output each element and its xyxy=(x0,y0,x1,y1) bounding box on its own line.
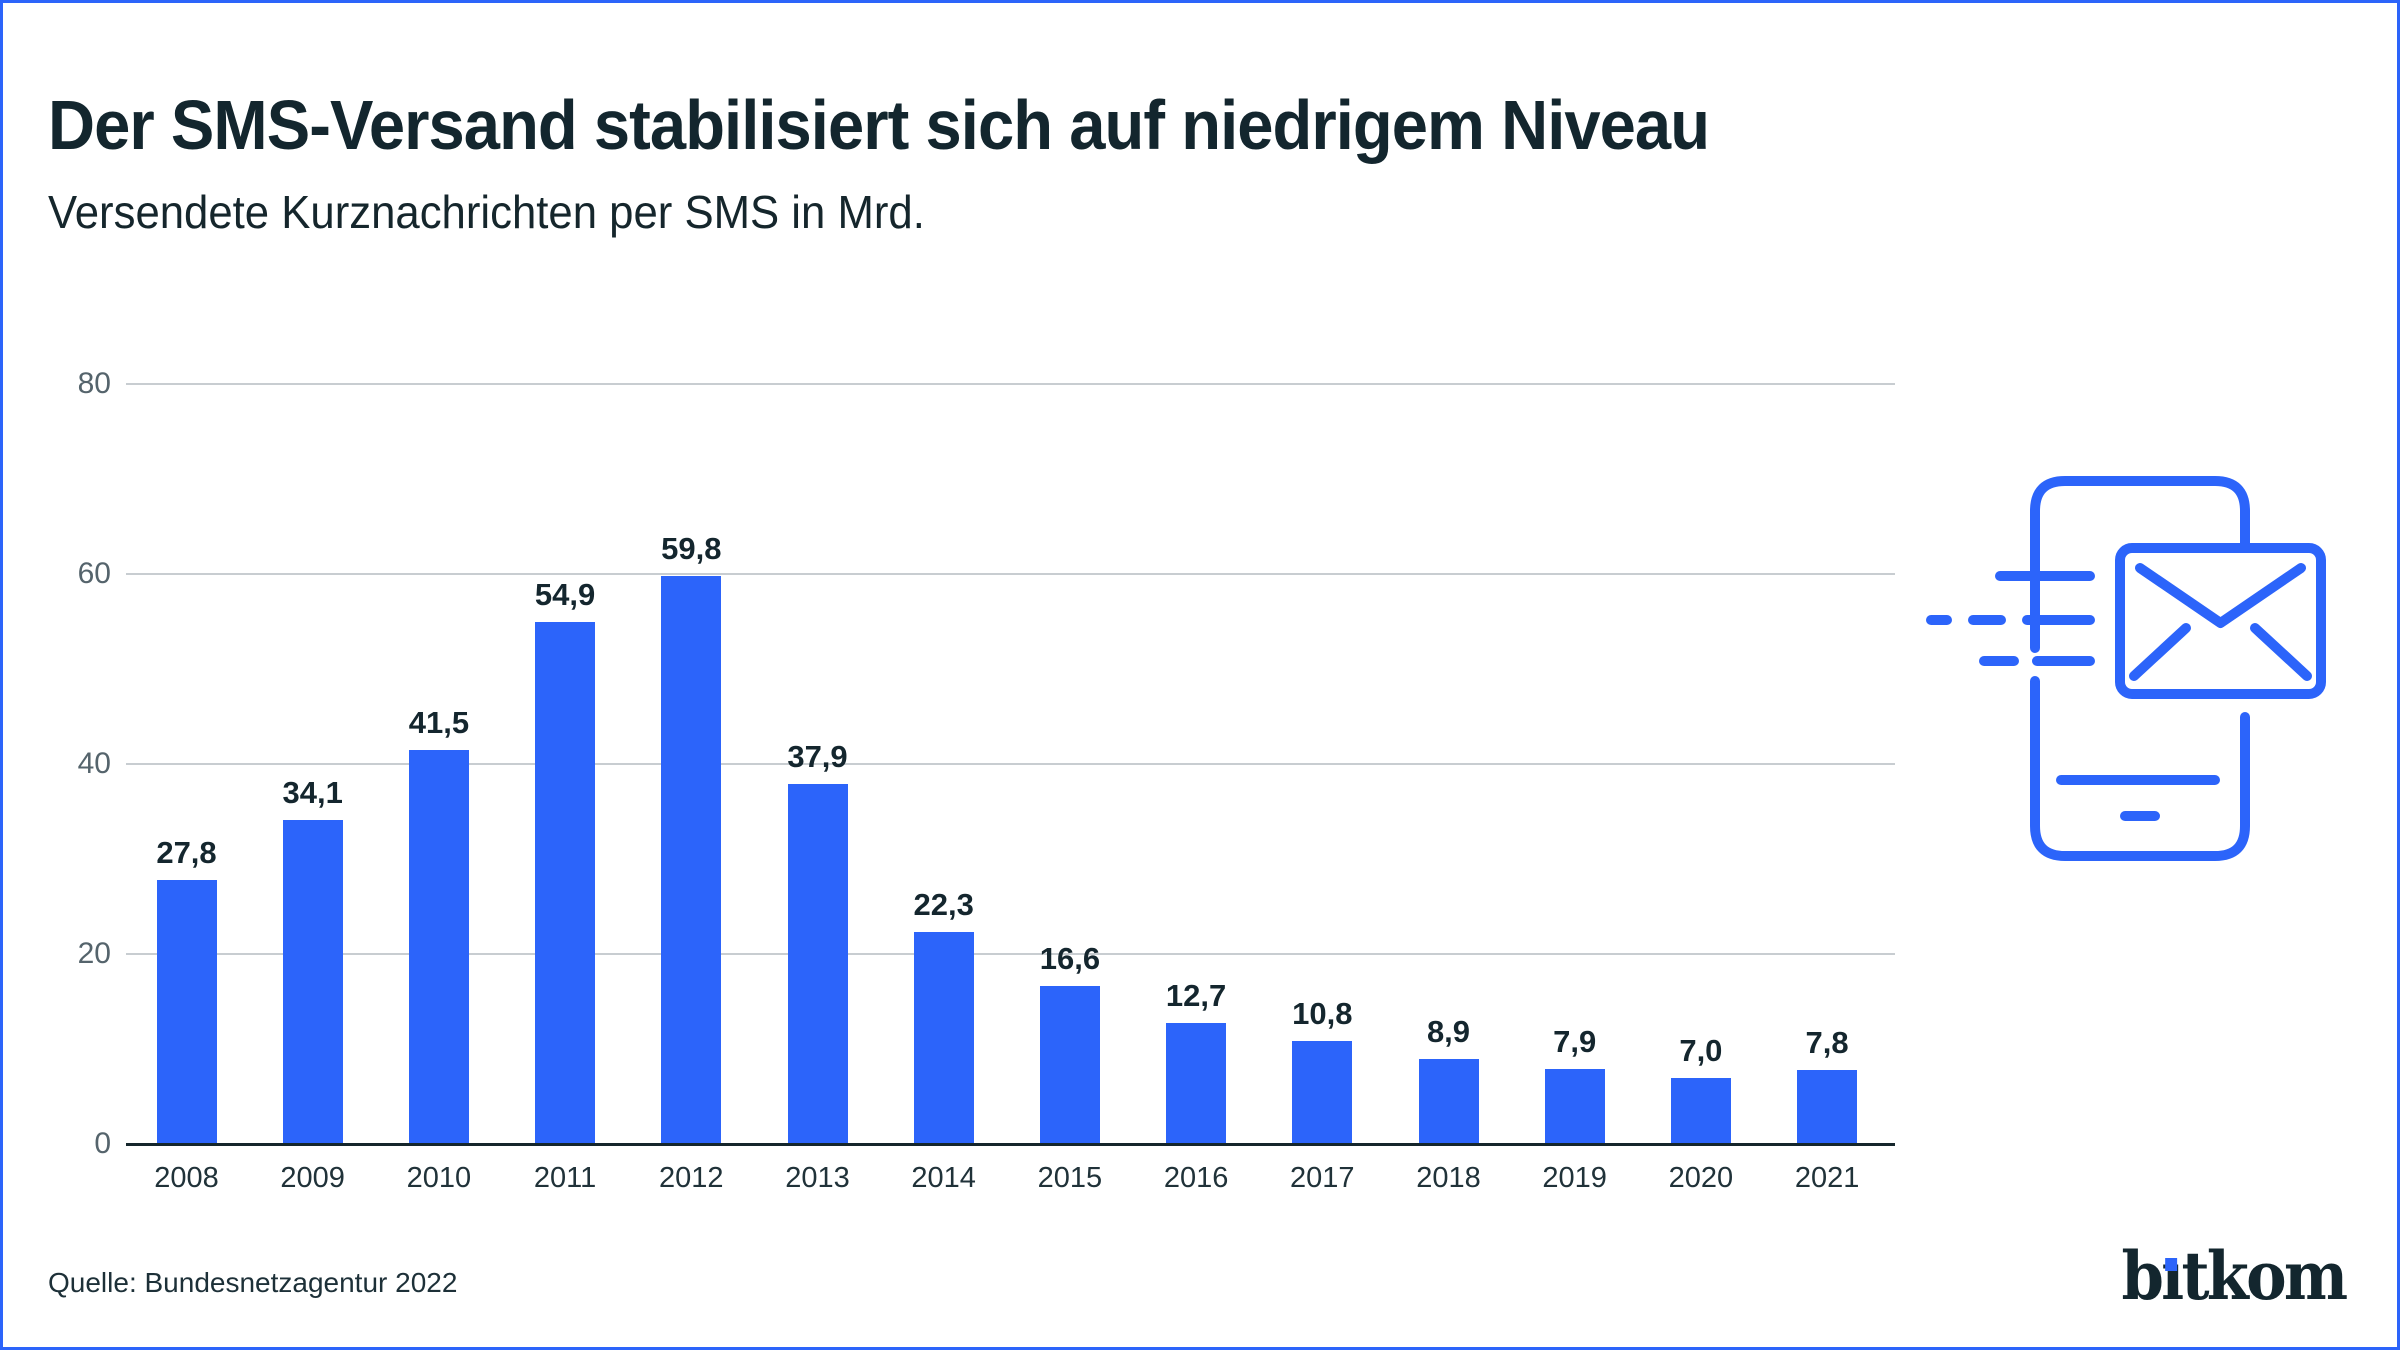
page-subtitle: Versendete Kurznachrichten per SMS in Mr… xyxy=(48,186,925,238)
bar-2020 xyxy=(1670,1077,1731,1144)
x-axis-label-2018: 2018 xyxy=(1416,1162,1481,1194)
bar-2010 xyxy=(408,749,469,1144)
value-label-2021: 7,8 xyxy=(1805,1024,1849,1060)
y-axis-tick-40: 40 xyxy=(77,747,111,780)
gridline-60 xyxy=(126,573,1895,575)
x-axis-label-2019: 2019 xyxy=(1542,1162,1607,1194)
value-label-2017: 10,8 xyxy=(1292,996,1353,1032)
x-axis-label-2013: 2013 xyxy=(785,1162,850,1194)
y-axis-tick-20: 20 xyxy=(77,937,111,970)
value-label-2012: 59,8 xyxy=(661,530,722,566)
page-title: Der SMS-Versand stabilisiert sich auf ni… xyxy=(48,86,1710,164)
value-label-2013: 37,9 xyxy=(787,738,848,774)
x-axis-label-2011: 2011 xyxy=(533,1162,597,1194)
bar-2009 xyxy=(282,820,343,1144)
value-label-2015: 16,6 xyxy=(1039,941,1101,977)
bar-2015 xyxy=(1039,986,1100,1144)
x-axis-label-2015: 2015 xyxy=(1037,1162,1103,1194)
bar-2014 xyxy=(913,932,974,1144)
x-axis-label-2008: 2008 xyxy=(154,1162,219,1194)
x-axis-label-2021: 2021 xyxy=(1794,1162,1860,1194)
bar-2011 xyxy=(535,622,596,1144)
x-axis-label-2014: 2014 xyxy=(911,1162,976,1194)
gridline-20 xyxy=(126,953,1895,955)
bitkom-logo: bı tkom xyxy=(2121,1237,2348,1315)
bar-2016 xyxy=(1166,1023,1227,1144)
bar-2017 xyxy=(1292,1041,1353,1144)
value-label-2014: 22,3 xyxy=(913,887,974,923)
y-axis-tick-60: 60 xyxy=(77,557,111,590)
y-axis-tick-0: 0 xyxy=(94,1127,111,1160)
bar-2021 xyxy=(1797,1069,1858,1144)
value-label-2009: 34,1 xyxy=(282,775,343,811)
bar-2019 xyxy=(1544,1068,1605,1144)
value-label-2020: 7,0 xyxy=(1679,1032,1723,1068)
x-axis-label-2010: 2010 xyxy=(406,1162,472,1194)
envelope-flap xyxy=(2135,563,2306,628)
bar-2008 xyxy=(156,879,217,1144)
bar-2012 xyxy=(661,575,722,1144)
gridline-40 xyxy=(126,763,1895,765)
x-axis-label-2017: 2017 xyxy=(1290,1162,1355,1194)
x-axis-label-2020: 2020 xyxy=(1668,1162,1734,1194)
value-label-2010: 41,5 xyxy=(408,704,470,740)
logo-blue-dot xyxy=(2165,1258,2177,1271)
bar-2013 xyxy=(787,783,848,1144)
value-label-2008: 27,8 xyxy=(156,834,217,870)
envelope-fold-right xyxy=(2250,623,2312,681)
x-axis-label-2016: 2016 xyxy=(1163,1162,1229,1194)
x-axis-line xyxy=(126,1143,1895,1146)
value-label-2018: 8,9 xyxy=(1426,1014,1471,1050)
value-label-2016: 12,7 xyxy=(1165,978,1227,1014)
bar-chart: 0 20 40 60 80 27,8 2008 34,1 2009 41,5 2010 54,9 201… xyxy=(3,3,2397,1347)
logo-letter-i: ı xyxy=(2160,1237,2184,1315)
gridline-80 xyxy=(126,383,1895,385)
x-axis-label-2009: 2009 xyxy=(280,1162,345,1194)
y-axis-tick-80: 80 xyxy=(77,367,111,400)
x-axis-label-2012: 2012 xyxy=(659,1162,724,1194)
value-label-2019: 7,9 xyxy=(1553,1023,1597,1059)
envelope-fold-left xyxy=(2129,623,2191,681)
phone-outline-top xyxy=(2030,476,2250,653)
sms-sending-phone-icon xyxy=(1923,453,2353,923)
phone-outline-bottom xyxy=(2030,676,2250,861)
value-label-2011: 54,9 xyxy=(534,577,596,613)
source-note: Quelle: Bundesnetzagentur 2022 xyxy=(48,1267,458,1298)
bar-2018 xyxy=(1418,1059,1479,1144)
